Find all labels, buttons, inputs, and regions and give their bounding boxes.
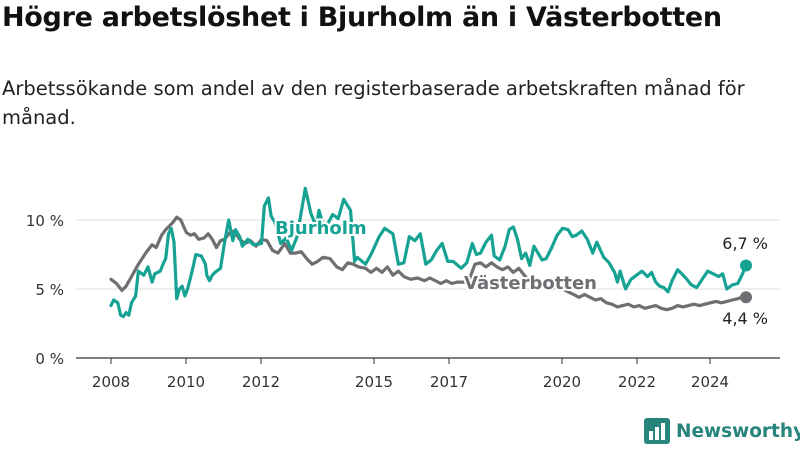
line-chart: 0 %5 %10 % 2008 2010 2012 2015 2017 2020 2022 2… xyxy=(0,0,800,450)
x-axis-ticks: 2008 2010 2012 2015 2017 2020 2022 2024 xyxy=(92,358,729,391)
x-tick-label: 2017 xyxy=(430,373,468,391)
bar-chart-icon xyxy=(644,418,670,444)
series-label-bjurholm: Bjurholm xyxy=(275,218,367,239)
y-tick-label: 5 % xyxy=(35,281,64,299)
end-value-vasterbotten: 4,4 % xyxy=(722,309,768,328)
x-tick-label: 2010 xyxy=(167,373,205,391)
y-tick-label: 0 % xyxy=(35,350,64,368)
end-value-bjurholm: 6,7 % xyxy=(722,234,768,253)
brand-logo: Newsworthy xyxy=(644,418,800,444)
y-axis-ticks: 0 % 5 % 10 % xyxy=(26,212,64,368)
x-tick-label: 2020 xyxy=(543,373,581,391)
end-point-bjurholm xyxy=(740,260,752,272)
series-label-vasterbotten: Västerbotten xyxy=(464,273,597,294)
x-tick-label: 2024 xyxy=(691,373,729,391)
x-tick-label: 2022 xyxy=(618,373,656,391)
x-tick-label: 2012 xyxy=(242,373,280,391)
x-tick-label: 2008 xyxy=(92,373,130,391)
series-labels: Bjurholm Västerbotten 6,7 % 4,4 % xyxy=(275,218,768,328)
brand-name: Newsworthy xyxy=(676,421,800,442)
series-line-bjurholm xyxy=(111,188,746,316)
end-point-västerbotten xyxy=(740,291,752,303)
series-lines xyxy=(111,188,752,316)
y-tick-label: 10 % xyxy=(26,212,64,230)
x-tick-label: 2015 xyxy=(355,373,393,391)
